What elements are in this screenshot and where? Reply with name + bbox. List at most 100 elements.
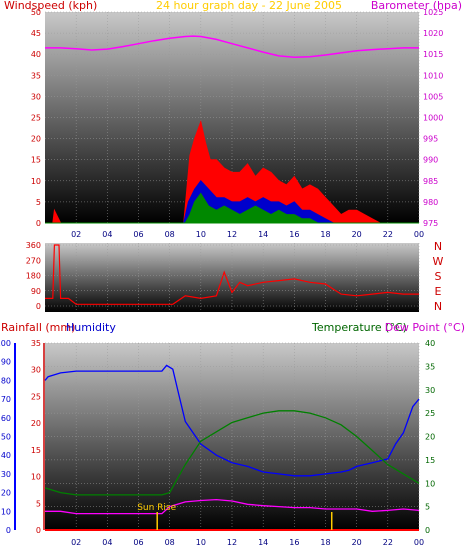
- windspeed-tick-label: 0: [36, 219, 41, 228]
- windspeed-tick-label: 15: [31, 156, 41, 165]
- x-tick-label: 18: [320, 538, 330, 547]
- x-tick-label: 04: [102, 538, 112, 547]
- humidity-tick-label: 0: [6, 526, 11, 535]
- rainfall-tick-label: 35: [31, 339, 41, 348]
- compass-letter: N: [434, 300, 442, 313]
- x-tick-label: 08: [165, 538, 175, 547]
- windspeed-tick-label: 35: [31, 71, 41, 80]
- temperature-tick-label: 0: [425, 526, 430, 535]
- direction-plot-ticks: 0 90 180 270 360: [26, 241, 41, 311]
- dew-point-line: [45, 498, 420, 515]
- x-tick-label: 20: [352, 230, 362, 239]
- rainfall-tick-label: 15: [31, 446, 41, 455]
- humidity-plot-series: [44, 364, 420, 531]
- humidity-tick-label: 60: [1, 414, 11, 423]
- x-tick-label: 22: [383, 230, 393, 239]
- wind-direction-line: [45, 244, 419, 305]
- humidity-temperature-panel: 0510152025303540010203040506070809010005…: [0, 321, 465, 547]
- humidity-tick-label: 70: [1, 395, 11, 404]
- rainfall-tick-label: 30: [31, 366, 41, 375]
- temperature-tick-label: 25: [425, 409, 435, 418]
- compass-letter: N: [434, 240, 442, 253]
- x-tick-label: 18: [320, 230, 330, 239]
- humidity-axis-label: Humidity: [66, 321, 116, 334]
- average-area: [45, 180, 419, 224]
- direction-plot-background: [45, 243, 419, 312]
- rainfall-tick-label: 5: [36, 499, 41, 508]
- wind-plot-series: [45, 35, 419, 224]
- direction-plot-series: [45, 244, 419, 305]
- temperature-axis-label: Temperature (°C): [311, 321, 407, 334]
- chart-title: 24 hour graph day - 22 June 2005: [156, 0, 342, 12]
- barometer-axis-label: Barometer (hpa): [371, 0, 462, 12]
- wind-plot-ticks: 0510152025303540455097598098599099510001…: [31, 8, 444, 239]
- rainfall-axis-label: Rainfall (mm): [1, 321, 75, 334]
- rainfall-tick-label: 10: [31, 473, 41, 482]
- rainfall-tick-label: 25: [31, 392, 41, 401]
- humidity-tick-label: 10: [1, 507, 11, 516]
- direction-tick-label: 270: [26, 256, 41, 265]
- x-tick-label: 20: [352, 538, 362, 547]
- x-tick-label: 10: [196, 538, 206, 547]
- temperature-tick-label: 5: [425, 503, 430, 512]
- humidity-plot-ticks: 0510152025303540010203040506070809010005…: [0, 339, 435, 547]
- x-tick-label: 06: [133, 230, 143, 239]
- x-tick-label: 08: [165, 230, 175, 239]
- barometer-tick-label: 985: [423, 177, 438, 186]
- barometer-tick-label: 995: [423, 135, 438, 144]
- barometer-tick-label: 980: [423, 198, 438, 207]
- x-tick-label: 00: [414, 538, 424, 547]
- humidity-tick-label: 20: [1, 489, 11, 498]
- compass-letter: S: [435, 270, 442, 283]
- wind-barometer-panel: 0510152025303540455097598098599099510001…: [4, 0, 462, 239]
- humidity-tick-label: 50: [1, 433, 11, 442]
- humidity-tick-label: 80: [1, 376, 11, 385]
- direction-tick-label: 180: [26, 272, 41, 281]
- windspeed-tick-label: 20: [31, 135, 41, 144]
- direction-tick-label: 0: [36, 302, 41, 311]
- temperature-tick-label: 10: [425, 479, 435, 488]
- windspeed-tick-label: 25: [31, 114, 41, 123]
- x-tick-label: 16: [289, 538, 299, 547]
- sunrise-annotation: Sun Rise: [137, 503, 176, 513]
- compass-letter: E: [435, 285, 442, 298]
- x-tick-label: 02: [71, 538, 81, 547]
- x-tick-label: 14: [258, 538, 268, 547]
- barometer-tick-label: 1025: [423, 8, 443, 17]
- temperature-tick-label: 15: [425, 456, 435, 465]
- windspeed-axis-label: Windspeed (kph): [4, 0, 97, 12]
- barometer-tick-label: 1005: [423, 92, 443, 101]
- x-tick-label: 16: [289, 230, 299, 239]
- windspeed-tick-label: 30: [31, 92, 41, 101]
- barometer-tick-label: 1020: [423, 29, 443, 38]
- compass-letter: W: [433, 255, 444, 268]
- x-tick-label: 00: [414, 230, 424, 239]
- temperature-tick-label: 20: [425, 433, 435, 442]
- humidity-tick-label: 100: [0, 339, 11, 348]
- temperature-line: [44, 410, 420, 496]
- windspeed-tick-label: 5: [36, 198, 41, 207]
- humidity-tick-label: 40: [1, 451, 11, 460]
- min-area: [45, 192, 419, 224]
- rainfall-tick-label: 20: [31, 419, 41, 428]
- x-tick-label: 06: [133, 538, 143, 547]
- x-tick-label: 14: [258, 230, 268, 239]
- dewpoint-axis-label: Dew Point (°C): [385, 321, 465, 334]
- direction-tick-label: 360: [26, 241, 41, 250]
- x-tick-label: 22: [383, 538, 393, 547]
- barometer-tick-label: 990: [423, 156, 438, 165]
- temperature-tick-label: 35: [425, 362, 435, 371]
- barometer-tick-label: 1010: [423, 71, 443, 80]
- x-tick-label: 02: [71, 230, 81, 239]
- windspeed-tick-label: 50: [31, 8, 41, 17]
- barometer-line: [45, 35, 419, 58]
- windspeed-tick-label: 10: [31, 177, 41, 186]
- humidity-tick-label: 90: [1, 358, 11, 367]
- rainfall-tick-label: 0: [36, 526, 41, 535]
- temperature-tick-label: 30: [425, 386, 435, 395]
- barometer-tick-label: 975: [423, 219, 438, 228]
- x-tick-label: 12: [227, 538, 237, 547]
